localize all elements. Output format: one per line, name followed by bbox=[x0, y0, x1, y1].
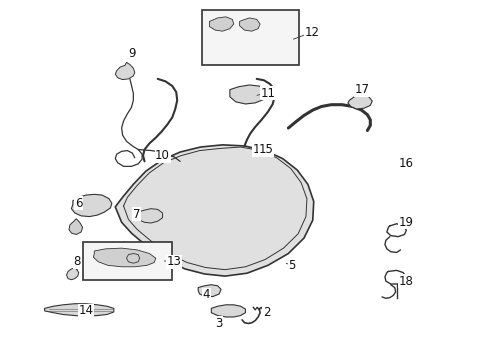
Text: 5: 5 bbox=[288, 259, 295, 272]
Polygon shape bbox=[66, 268, 79, 280]
Text: 4: 4 bbox=[203, 288, 210, 301]
Text: 9: 9 bbox=[128, 47, 136, 60]
Polygon shape bbox=[347, 95, 371, 109]
Text: 13: 13 bbox=[166, 255, 181, 268]
Text: 19: 19 bbox=[398, 216, 413, 229]
Text: 14: 14 bbox=[79, 305, 93, 318]
Text: 2: 2 bbox=[262, 306, 270, 319]
Text: 15: 15 bbox=[259, 143, 273, 156]
Bar bbox=[82, 242, 172, 280]
Polygon shape bbox=[211, 305, 245, 317]
Bar bbox=[201, 10, 299, 64]
Polygon shape bbox=[198, 285, 221, 297]
Polygon shape bbox=[115, 62, 135, 80]
Text: 8: 8 bbox=[73, 255, 81, 268]
Text: 10: 10 bbox=[155, 149, 170, 162]
Polygon shape bbox=[126, 253, 140, 263]
Text: 18: 18 bbox=[398, 275, 413, 288]
Polygon shape bbox=[136, 209, 162, 223]
Polygon shape bbox=[239, 18, 260, 31]
Polygon shape bbox=[44, 304, 114, 316]
Text: 6: 6 bbox=[75, 197, 82, 210]
Text: 11: 11 bbox=[260, 87, 275, 100]
Text: 3: 3 bbox=[215, 317, 223, 330]
Polygon shape bbox=[229, 85, 267, 104]
Text: 7: 7 bbox=[132, 208, 140, 221]
Text: 1: 1 bbox=[252, 143, 260, 156]
Text: 12: 12 bbox=[304, 26, 319, 39]
Text: 17: 17 bbox=[354, 83, 369, 96]
Polygon shape bbox=[71, 194, 112, 217]
Text: 16: 16 bbox=[398, 157, 413, 170]
Polygon shape bbox=[69, 219, 82, 234]
Polygon shape bbox=[209, 17, 233, 31]
Polygon shape bbox=[93, 248, 156, 267]
Polygon shape bbox=[115, 145, 313, 276]
